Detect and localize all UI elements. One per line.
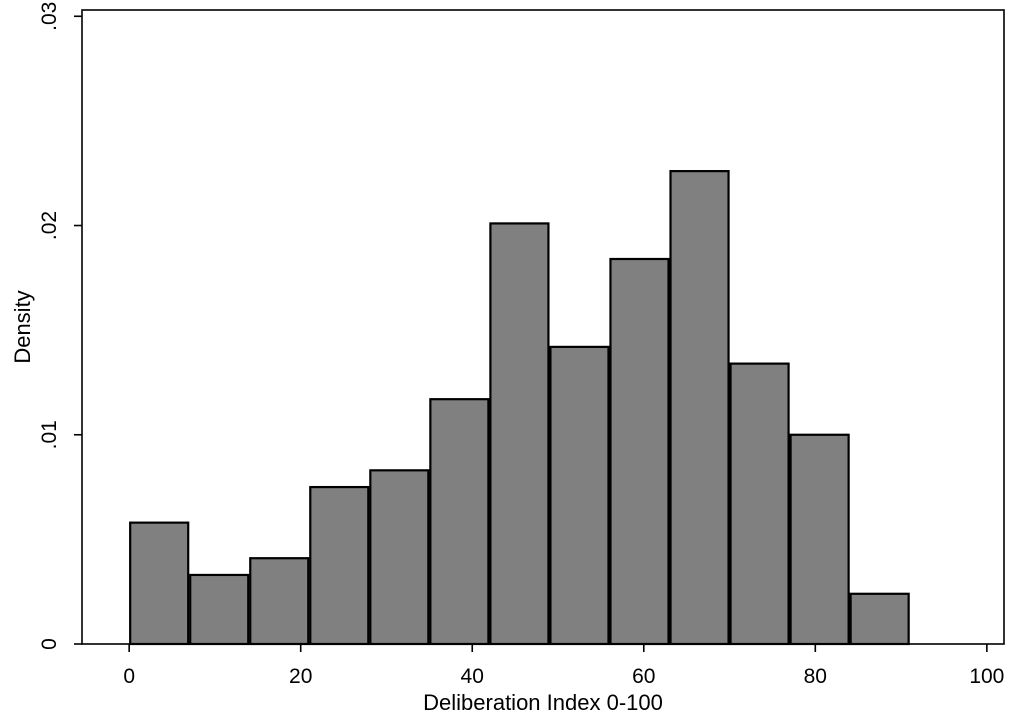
bars-layer: [129, 170, 910, 646]
x-tick-label: 60: [632, 665, 655, 688]
histogram-bar-11: [729, 362, 790, 646]
ticks-layer: 0 20 40 60 80 100 0 .01 .02 .03: [38, 2, 1004, 688]
histogram-bar-4: [309, 485, 370, 646]
histogram-bar-8: [549, 345, 610, 646]
x-tick-label: 20: [289, 665, 312, 688]
histogram-bar-7: [489, 222, 550, 646]
histogram-bar-1: [129, 521, 190, 646]
histogram-bar-5: [369, 469, 430, 646]
histogram-bar-12: [789, 433, 850, 646]
y-axis-title: Density: [10, 290, 35, 363]
y-tick-label: .01: [38, 420, 61, 449]
x-axis-title: Deliberation Index 0-100: [423, 690, 663, 715]
x-tick-label: 0: [123, 665, 135, 688]
histogram-bar-10: [669, 170, 730, 646]
x-tick-label: 40: [461, 665, 484, 688]
axes-layer: [81, 9, 1005, 645]
histogram-bar-9: [609, 257, 670, 646]
x-tick-label: 100: [969, 665, 1004, 688]
y-tick-label: .03: [38, 2, 61, 31]
x-tick-label: 80: [804, 665, 827, 688]
histogram-bar-2: [189, 573, 250, 646]
plot-frame: [81, 9, 1005, 645]
histogram-bar-13: [849, 592, 910, 646]
histogram-bar-6: [429, 398, 490, 646]
y-tick-label: 0: [38, 638, 61, 650]
y-tick-label: .02: [38, 211, 61, 240]
histogram-bar-3: [249, 557, 310, 646]
